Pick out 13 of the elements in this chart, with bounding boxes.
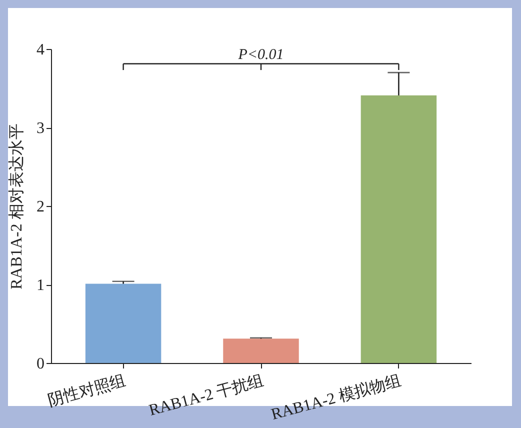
bar — [360, 95, 437, 363]
y-tick-label: 1 — [36, 277, 44, 294]
bar — [223, 338, 299, 363]
y-tick-label: 0 — [36, 356, 44, 372]
bar — [85, 284, 162, 363]
x-tick-label: RAB1A-2 干扰组 — [147, 372, 266, 420]
x-tick-label: 阴性对照组 — [46, 372, 128, 410]
y-tick-label: 4 — [36, 42, 44, 58]
x-tick-label: RAB1A-2 模拟物组 — [269, 372, 404, 424]
y-tick-label: 2 — [36, 198, 44, 216]
y-axis-title: RAB1A-2 相对表达水平 — [8, 124, 26, 290]
y-tick-label: 3 — [36, 120, 44, 137]
annotation: P<0.01 — [237, 46, 284, 63]
